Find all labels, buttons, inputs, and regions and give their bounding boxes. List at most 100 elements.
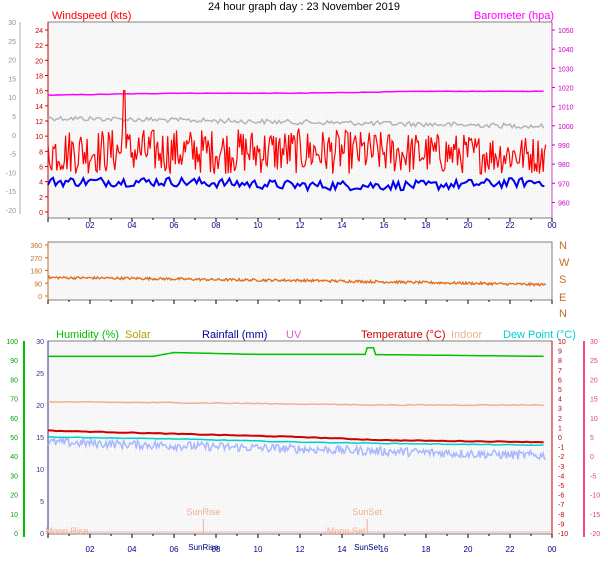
wind-panel <box>47 21 553 219</box>
outer-right-tick-label: 15 <box>590 397 598 404</box>
legend-label: Solar <box>125 329 151 341</box>
baro-tick-label: 1040 <box>558 47 574 54</box>
baro-tick-label: 1010 <box>558 105 574 112</box>
temp-tick-label: -8 <box>558 512 564 519</box>
rain-tick-label: 25 <box>36 371 44 378</box>
humidity-tick-label: 20 <box>10 493 18 500</box>
humidity-tick-label: 90 <box>10 358 18 365</box>
x-event-label: SunRise <box>188 543 219 552</box>
direction-panel <box>47 241 553 301</box>
direction-tick-label: 0 <box>38 294 42 301</box>
baro-tick-label: 1030 <box>558 66 574 73</box>
baro-tick-label: 990 <box>558 143 570 150</box>
temp-tick-label: 6 <box>558 377 562 384</box>
outer-left-tick: 0 <box>12 133 16 140</box>
x-tick-label: 02 <box>86 545 95 554</box>
temp-tick-label: -4 <box>558 473 564 480</box>
direction-tick-label: 180 <box>30 269 42 276</box>
wind-direction-series-line <box>47 274 547 288</box>
x-tick-label: 10 <box>254 221 263 230</box>
x-tick-label: 16 <box>380 545 389 554</box>
temp-tick-label: -7 <box>558 502 564 509</box>
x-tick-label: 14 <box>338 545 347 554</box>
baro-tick-label: 980 <box>558 162 570 169</box>
outer-right-tick-label: 25 <box>590 358 598 365</box>
barometer-series-line <box>47 90 544 97</box>
temp-tick-label: 1 <box>558 425 562 432</box>
x-tick-label: 08 <box>212 545 221 554</box>
outer-right-tick-label: -20 <box>590 531 600 538</box>
temp-tick-label: 3 <box>558 406 562 413</box>
outer-left-tick: 30 <box>8 20 16 27</box>
humidity-tick-label: 100 <box>6 339 18 346</box>
x-tick-label: 20 <box>464 221 473 230</box>
baro-tick-label: 960 <box>558 200 570 207</box>
temp-tick-label: -5 <box>558 483 564 490</box>
baro-tick-label: 1000 <box>558 124 574 131</box>
outer-right-tick-label: 5 <box>590 435 594 442</box>
humidity-tick-label: 70 <box>10 397 18 404</box>
wind-tick-label: 20 <box>35 58 43 65</box>
wind-tick-label: 2 <box>39 195 43 202</box>
wind-tick-label: 8 <box>39 149 43 156</box>
outer-left-tick: -20 <box>6 208 16 215</box>
compass-label: W <box>559 257 570 269</box>
compass-label: S <box>559 274 566 286</box>
wind-tick-label: 22 <box>35 43 43 50</box>
wind-axis-title: Windspeed (kts) <box>52 10 131 22</box>
compass-label: N <box>559 240 567 252</box>
wind-tick-label: 4 <box>39 180 43 187</box>
humidity-tick-label: 0 <box>14 531 18 538</box>
wind-tick-label: 24 <box>35 28 43 35</box>
outer-left-tick: -5 <box>10 152 16 159</box>
temp-tick-label: 10 <box>558 339 566 346</box>
x-tick-label: 22 <box>506 545 515 554</box>
x-tick-label: 00 <box>548 221 557 230</box>
humidity-tick-label: 50 <box>10 435 18 442</box>
legend-label: Humidity (%) <box>56 329 119 341</box>
rain-tick-label: 30 <box>36 339 44 346</box>
humidity-tick-label: 10 <box>10 512 18 519</box>
humidity-series-line <box>48 346 544 358</box>
dew-noise-series-line <box>47 435 547 461</box>
wind-average-series-line <box>47 175 545 193</box>
event-annotation: Moon Set <box>327 526 366 536</box>
legend-label: Rainfall (mm) <box>202 329 267 341</box>
wind-tick-label: 6 <box>39 165 43 172</box>
event-annotation: SunSet <box>352 507 382 517</box>
temp-tick-label: 7 <box>558 368 562 375</box>
legend-label: UV <box>286 329 302 341</box>
legend-label: Indoor <box>451 329 483 341</box>
temp-tick-label: 5 <box>558 387 562 394</box>
temp-tick-label: -6 <box>558 493 564 500</box>
humidity-tick-label: 60 <box>10 416 18 423</box>
chart-title: 24 hour graph day : 23 November 2019 <box>208 1 400 13</box>
wind-tick-label: 14 <box>35 104 43 111</box>
temp-tick-label: 2 <box>558 416 562 423</box>
x-tick-label: 20 <box>464 545 473 554</box>
compass-label: N <box>559 308 567 320</box>
direction-tick-label: 90 <box>34 281 42 288</box>
temp-tick-label: -10 <box>558 531 568 538</box>
outer-right-tick-label: 30 <box>590 339 598 346</box>
x-tick-label: 12 <box>296 221 305 230</box>
x-tick-label: 18 <box>422 545 431 554</box>
wind-tick-label: 0 <box>39 210 43 217</box>
outer-left-tick: 25 <box>8 39 16 46</box>
temp-tick-label: -3 <box>558 464 564 471</box>
x-tick-label: 04 <box>128 545 137 554</box>
outer-right-tick-label: 20 <box>590 377 598 384</box>
outer-right-tick-label: -5 <box>590 473 596 480</box>
x-tick-label: 06 <box>170 545 179 554</box>
x-tick-label: 08 <box>212 221 221 230</box>
temp-tick-label: 9 <box>558 349 562 356</box>
wind-gust-series-line <box>47 90 547 175</box>
x-tick-label: 12 <box>296 545 305 554</box>
x-tick-label: 00 <box>548 545 557 554</box>
x-tick-label: 16 <box>380 221 389 230</box>
temperature-series-line <box>47 429 544 444</box>
temp-tick-label: 0 <box>558 435 562 442</box>
legend-label: Temperature (°C) <box>361 329 445 341</box>
